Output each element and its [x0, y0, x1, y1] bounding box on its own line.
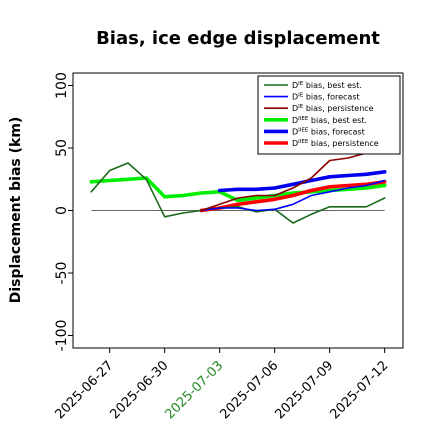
series-line [90, 162, 386, 224]
y-axis-label: Displacement bias (km) [8, 117, 24, 304]
legend-label: DIE bias, persistence [292, 104, 374, 113]
chart-title: Bias, ice edge displacement [96, 28, 380, 49]
legend-label: DIIEE bias, persistence [292, 139, 379, 148]
legend-label: DIE bias, best est. [292, 81, 362, 90]
y-tick-label: 0 [54, 206, 70, 215]
x-tick-label: 2025-06-30 [107, 358, 171, 422]
y-tick-label: -50 [54, 262, 70, 285]
x-tick-label: 2025-07-09 [272, 358, 336, 422]
y-tick-label: 50 [54, 139, 70, 157]
series-line [200, 179, 386, 212]
y-tick-label: 100 [54, 72, 70, 99]
x-tick-label: 2025-07-03 [162, 358, 226, 422]
legend-label: DIIEE bias, forecast [292, 127, 365, 136]
legend-label: DIE bias, forecast [292, 93, 360, 102]
series-line [199, 180, 387, 213]
legend: DIE bias, best est. DIE bias, forecast DIE… [257, 75, 401, 155]
legend-label: DIIEE bias, best est. [292, 116, 367, 125]
x-tick-label: 2025-06-27 [52, 358, 116, 422]
y-tick-label: -100 [54, 320, 70, 352]
legend-box [257, 75, 401, 155]
x-tick-label: 2025-07-06 [217, 358, 281, 422]
series-line [200, 152, 368, 212]
x-tick-label: 2025-07-12 [327, 358, 391, 422]
